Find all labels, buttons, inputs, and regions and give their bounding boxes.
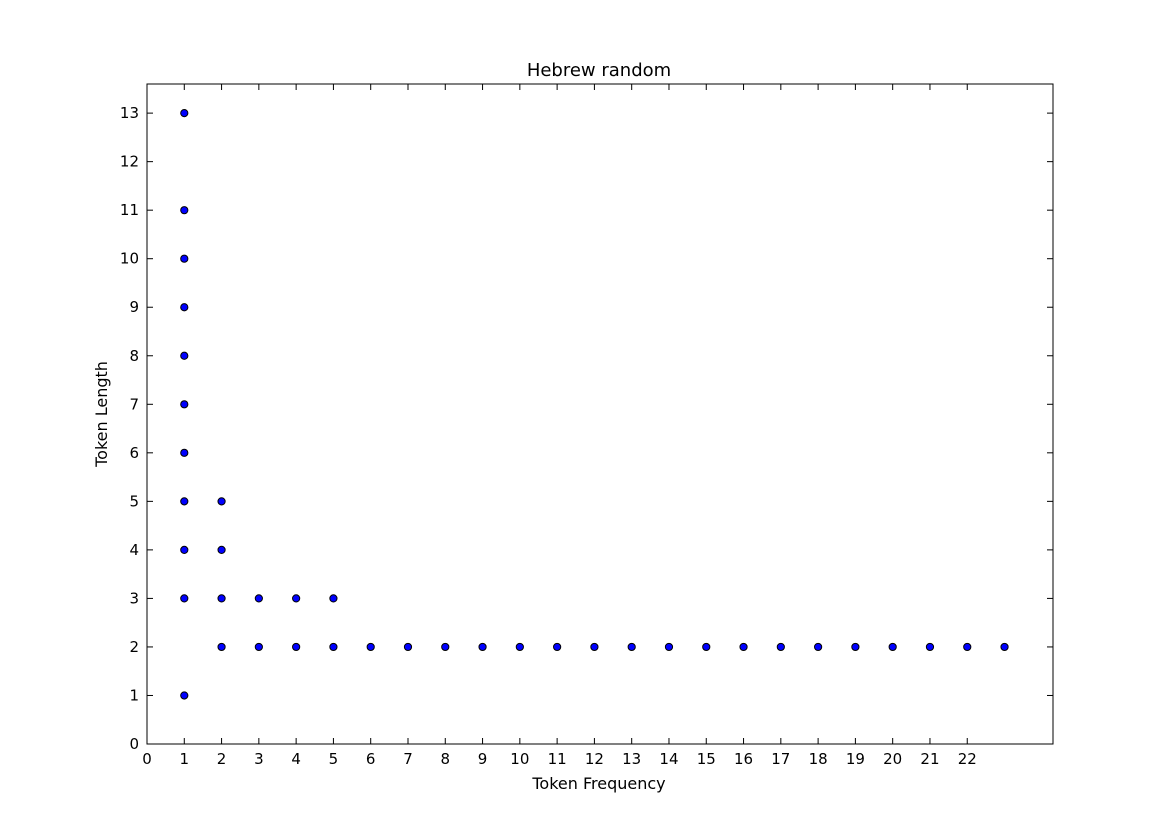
data-point <box>180 594 189 603</box>
data-point <box>180 448 189 457</box>
data-point <box>1000 642 1009 652</box>
plot-area-frame <box>146 83 1054 745</box>
x-tick-label: 14 <box>659 750 678 768</box>
y-tick-label: 7 <box>129 395 139 413</box>
data-point <box>590 642 599 652</box>
x-tick-label: 5 <box>329 750 339 768</box>
y-axis-label: Token Length <box>92 361 111 468</box>
data-point <box>627 642 636 652</box>
x-tick-label: 15 <box>697 750 716 768</box>
data-point <box>851 642 860 652</box>
y-tick-label: 3 <box>129 589 139 607</box>
data-point <box>478 642 487 652</box>
data-point <box>403 642 413 652</box>
data-point <box>441 642 450 652</box>
data-point <box>292 642 301 652</box>
y-tick-label: 9 <box>129 298 139 316</box>
data-point <box>888 642 897 652</box>
data-point <box>814 642 823 652</box>
data-point <box>664 642 674 652</box>
x-tick-label: 17 <box>771 750 790 768</box>
y-tick-label: 2 <box>129 638 139 656</box>
y-tick-label: 6 <box>129 444 139 462</box>
x-tick-label: 21 <box>920 750 939 768</box>
data-point <box>217 642 226 652</box>
data-point <box>553 642 562 652</box>
x-tick-label: 18 <box>809 750 828 768</box>
x-tick-label: 9 <box>478 750 488 768</box>
data-point <box>217 497 226 506</box>
data-point <box>925 642 935 652</box>
data-point <box>180 351 189 360</box>
data-point <box>254 642 263 652</box>
data-point <box>217 545 226 554</box>
y-tick-label: 11 <box>120 201 139 219</box>
data-point <box>702 642 711 652</box>
data-point <box>180 400 189 409</box>
data-point <box>739 642 748 652</box>
data-point <box>963 642 972 652</box>
x-tick-label: 12 <box>585 750 604 768</box>
x-tick-label: 2 <box>217 750 227 768</box>
x-axis-label: Token Frequency <box>531 774 665 793</box>
y-tick-label: 10 <box>120 250 139 268</box>
x-tick-label: 19 <box>846 750 865 768</box>
x-tick-label: 11 <box>548 750 567 768</box>
x-tick-label: 4 <box>291 750 301 768</box>
data-point <box>180 109 189 118</box>
y-tick-label: 1 <box>129 686 139 704</box>
data-point <box>180 254 189 263</box>
data-point <box>180 691 189 700</box>
x-tick-label: 8 <box>440 750 450 768</box>
x-tick-label: 13 <box>622 750 641 768</box>
data-point <box>217 594 226 603</box>
data-point <box>329 594 338 603</box>
data-point <box>776 642 785 652</box>
chart-title: Hebrew random <box>527 60 671 81</box>
x-tick-label: 0 <box>142 750 152 768</box>
x-tick-label: 10 <box>510 750 529 768</box>
data-point <box>254 594 263 603</box>
data-point <box>515 642 524 652</box>
x-tick-label: 7 <box>403 750 413 768</box>
y-tick-label: 5 <box>129 492 139 510</box>
data-point <box>292 594 301 603</box>
y-tick-label: 8 <box>129 347 139 365</box>
data-point <box>180 497 189 506</box>
axis-ticks: 0 1 2 3 4 5 6 7 8 9 10 11 12 13 14 15 16 17 18 19 20 21 220123… <box>120 84 1053 768</box>
data-point <box>180 545 189 554</box>
data-point <box>180 206 189 215</box>
y-tick-label: 13 <box>120 104 139 122</box>
y-tick-label: 12 <box>120 153 139 171</box>
data-points <box>180 109 1009 700</box>
x-tick-label: 3 <box>254 750 264 768</box>
data-point <box>180 303 189 312</box>
x-tick-label: 6 <box>366 750 376 768</box>
x-tick-label: 22 <box>958 750 977 768</box>
data-point <box>329 642 338 652</box>
x-tick-label: 1 <box>180 750 190 768</box>
x-tick-label: 20 <box>883 750 902 768</box>
y-tick-label: 0 <box>129 735 139 753</box>
data-point <box>366 642 375 652</box>
x-tick-label: 16 <box>734 750 753 768</box>
y-tick-label: 4 <box>129 541 139 559</box>
